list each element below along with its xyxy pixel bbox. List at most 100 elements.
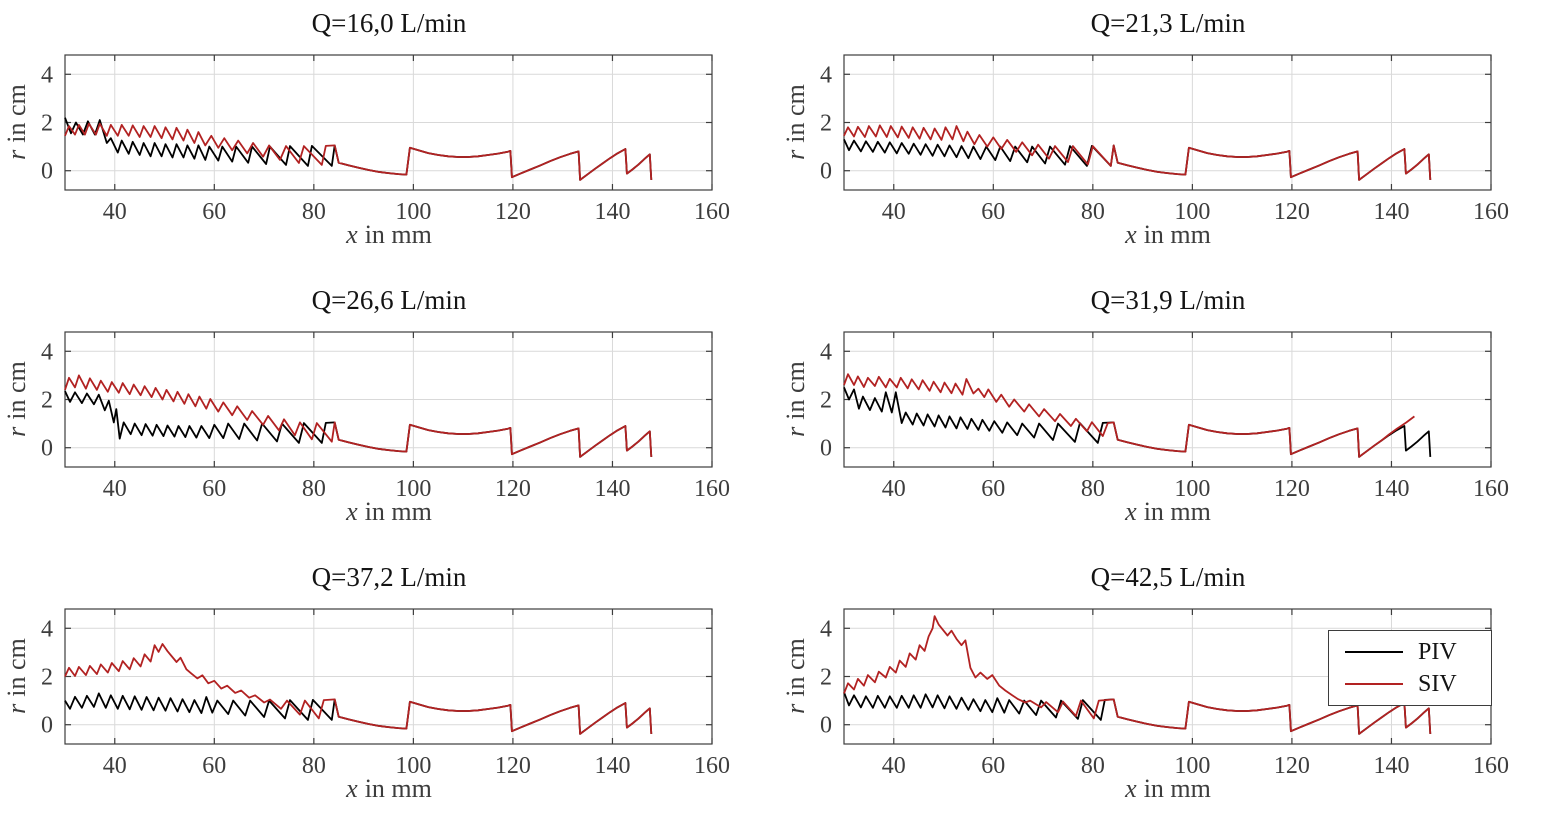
svg-text:100: 100: [1174, 476, 1210, 502]
svg-text:100: 100: [395, 199, 431, 225]
legend-label-siv: SIV: [1418, 670, 1457, 697]
svg-text:160: 160: [694, 199, 730, 225]
subplot-q42: Q=42,5 L/min rin cm 40 60 80 100 120 140 160 0 2…: [779, 554, 1558, 831]
svg-text:4: 4: [41, 62, 53, 88]
svg-text:120: 120: [495, 199, 531, 225]
svg-text:140: 140: [1373, 753, 1409, 779]
svg-text:80: 80: [302, 199, 326, 225]
svg-text:80: 80: [1081, 476, 1105, 502]
svg-text:80: 80: [302, 753, 326, 779]
svg-text:100: 100: [395, 753, 431, 779]
svg-text:4: 4: [41, 339, 53, 365]
svg-text:160: 160: [694, 476, 730, 502]
svg-text:160: 160: [1473, 476, 1509, 502]
x-axis-unit: in mm: [364, 774, 432, 803]
legend-entry-siv: SIV: [1329, 668, 1491, 700]
svg-text:2: 2: [41, 665, 53, 691]
plot-canvas: 40 60 80 100 120 140 160 0 2 4: [820, 331, 1509, 502]
svg-text:40: 40: [882, 199, 906, 225]
subplot-q16: Q=16,0 L/min rin cm 40 60 80 100 120 140 160 0 2…: [0, 0, 779, 277]
svg-text:2: 2: [820, 388, 832, 414]
svg-text:80: 80: [1081, 753, 1105, 779]
svg-text:0: 0: [820, 436, 832, 462]
plot-title: Q=26,6 L/min: [311, 285, 467, 315]
x-axis-label: x in mm: [65, 774, 713, 804]
svg-text:80: 80: [1081, 199, 1105, 225]
plot-title: Q=16,0 L/min: [311, 8, 467, 38]
x-axis-var: x: [1125, 497, 1137, 526]
x-axis-var: x: [1125, 774, 1137, 803]
plot-canvas: 40 60 80 100 120 140 160 0 2 4: [41, 331, 730, 502]
svg-text:60: 60: [981, 199, 1005, 225]
svg-text:160: 160: [694, 753, 730, 779]
x-axis-var: x: [1125, 220, 1137, 249]
x-axis-var: x: [346, 774, 358, 803]
plot-title: Q=31,9 L/min: [1090, 285, 1246, 315]
svg-text:120: 120: [1274, 753, 1310, 779]
svg-text:120: 120: [1274, 199, 1310, 225]
svg-text:0: 0: [820, 159, 832, 185]
svg-text:40: 40: [882, 753, 906, 779]
plot-canvas: 40 60 80 100 120 140 160 0 2 4: [820, 54, 1509, 225]
svg-text:4: 4: [41, 616, 53, 642]
plot-title: Q=37,2 L/min: [311, 562, 467, 592]
svg-text:4: 4: [820, 616, 832, 642]
svg-text:2: 2: [41, 388, 53, 414]
legend-entry-piv: PIV: [1329, 636, 1491, 668]
subplot-q21: Q=21,3 L/min rin cm 40 60 80 100 120 140 160 0 2…: [779, 0, 1558, 277]
svg-text:40: 40: [103, 476, 127, 502]
svg-text:60: 60: [202, 753, 226, 779]
svg-text:140: 140: [594, 476, 630, 502]
piv-line-sample: [1345, 651, 1403, 653]
x-axis-unit: in mm: [1143, 774, 1211, 803]
siv-line-sample: [1345, 683, 1403, 685]
x-axis-label: x in mm: [844, 774, 1492, 804]
plot-canvas: 40 60 80 100 120 140 160 0 2 4: [41, 608, 730, 779]
x-axis-unit: in mm: [1143, 497, 1211, 526]
x-axis-var: x: [346, 220, 358, 249]
svg-text:4: 4: [820, 62, 832, 88]
subplot-q26: Q=26,6 L/min rin cm 40 60 80 100 120 140 160 0 2…: [0, 277, 779, 554]
svg-text:160: 160: [1473, 753, 1509, 779]
svg-text:60: 60: [981, 476, 1005, 502]
svg-text:140: 140: [1373, 199, 1409, 225]
legend-label-piv: PIV: [1418, 638, 1457, 665]
x-axis-label: x in mm: [65, 220, 713, 250]
svg-text:120: 120: [495, 476, 531, 502]
svg-text:40: 40: [103, 753, 127, 779]
svg-text:2: 2: [820, 111, 832, 137]
svg-text:100: 100: [395, 476, 431, 502]
subplot-q37: Q=37,2 L/min rin cm 40 60 80 100 120 140 160 0 2…: [0, 554, 779, 831]
subplot-q31: Q=31,9 L/min rin cm 40 60 80 100 120 140 160 0 2…: [779, 277, 1558, 554]
svg-text:120: 120: [1274, 476, 1310, 502]
svg-text:80: 80: [302, 476, 326, 502]
x-axis-label: x in mm: [65, 497, 713, 527]
svg-text:40: 40: [882, 476, 906, 502]
svg-text:140: 140: [594, 753, 630, 779]
svg-text:0: 0: [41, 436, 53, 462]
svg-text:0: 0: [820, 713, 832, 739]
svg-text:60: 60: [202, 199, 226, 225]
svg-text:140: 140: [1373, 476, 1409, 502]
svg-text:40: 40: [103, 199, 127, 225]
x-axis-label: x in mm: [844, 497, 1492, 527]
svg-text:120: 120: [495, 753, 531, 779]
svg-text:60: 60: [981, 753, 1005, 779]
svg-text:100: 100: [1174, 753, 1210, 779]
svg-text:4: 4: [820, 339, 832, 365]
x-axis-label: x in mm: [844, 220, 1492, 250]
svg-text:0: 0: [41, 713, 53, 739]
svg-text:2: 2: [820, 665, 832, 691]
plot-canvas: 40 60 80 100 120 140 160 0 2 4: [41, 54, 730, 225]
svg-text:60: 60: [202, 476, 226, 502]
plot-title: Q=42,5 L/min: [1090, 562, 1246, 592]
plot-canvas: 40 60 80 100 120 140 160 0 2 4: [820, 608, 1509, 779]
svg-text:2: 2: [41, 111, 53, 137]
svg-text:100: 100: [1174, 199, 1210, 225]
legend: PIV SIV: [1328, 630, 1492, 706]
svg-text:0: 0: [41, 159, 53, 185]
x-axis-unit: in mm: [364, 497, 432, 526]
svg-text:140: 140: [594, 199, 630, 225]
x-axis-var: x: [346, 497, 358, 526]
